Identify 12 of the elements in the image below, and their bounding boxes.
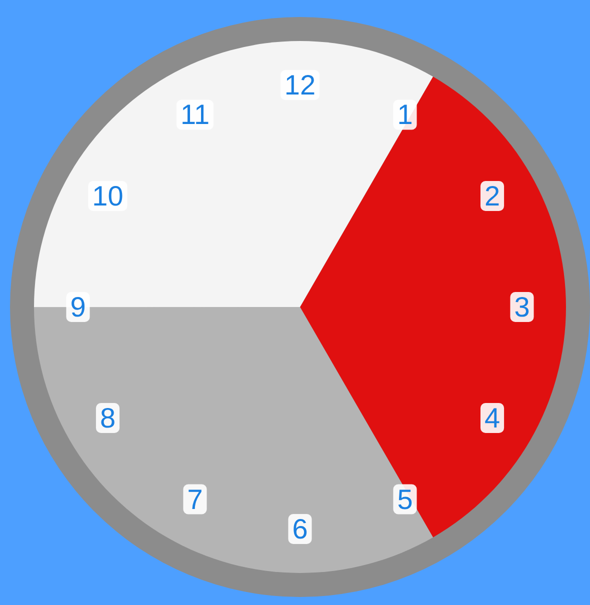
text: 11 bbox=[180, 99, 210, 130]
text: 2 bbox=[484, 180, 500, 212]
text: 7 bbox=[187, 484, 203, 515]
text: 4 bbox=[484, 402, 500, 434]
text: 3 bbox=[514, 292, 530, 322]
text: 6 bbox=[292, 514, 308, 544]
text: 10 bbox=[92, 180, 124, 212]
text: 8 bbox=[100, 402, 116, 434]
text: 9 bbox=[70, 292, 86, 322]
text: 12 bbox=[284, 70, 316, 100]
text: 5 bbox=[397, 484, 413, 515]
text: 1 bbox=[397, 99, 413, 130]
